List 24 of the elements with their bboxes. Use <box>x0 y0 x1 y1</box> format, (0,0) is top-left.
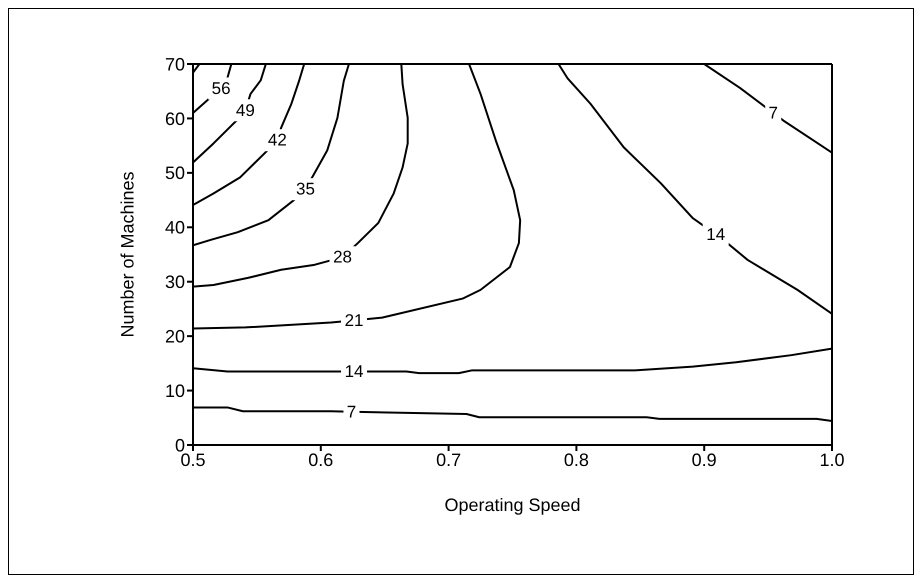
annotation: 14 <box>344 362 364 382</box>
x-tick-label: 0.7 <box>436 450 462 470</box>
y-tick-label: 50 <box>164 163 185 184</box>
annotation: 28 <box>333 248 352 267</box>
annotation: 14 <box>706 224 726 244</box>
annotation: 42 <box>268 130 287 150</box>
annotation: 49 <box>236 100 255 120</box>
annotation: 7 <box>768 103 778 122</box>
y-tick-label: 60 <box>164 108 185 129</box>
annotation: 35 <box>296 180 315 199</box>
y-tick-label: 40 <box>164 218 185 238</box>
annotation: 56 <box>212 78 231 98</box>
x-axis-title: Operating Speed <box>444 495 581 515</box>
x-tick-label: 0.6 <box>308 450 334 470</box>
x-tick-label: 0.9 <box>692 450 717 470</box>
annotation: 21 <box>344 310 364 330</box>
y-axis-title: Number of Machines <box>117 171 138 338</box>
annotation: 7 <box>346 402 356 422</box>
x-tick-label: 1.0 <box>819 450 845 470</box>
y-tick-label: 70 <box>164 54 185 74</box>
y-tick-label: 20 <box>164 326 185 347</box>
y-tick-label: 30 <box>164 272 185 292</box>
y-tick-label: 10 <box>164 380 185 401</box>
x-tick-label: 0.8 <box>564 450 589 470</box>
